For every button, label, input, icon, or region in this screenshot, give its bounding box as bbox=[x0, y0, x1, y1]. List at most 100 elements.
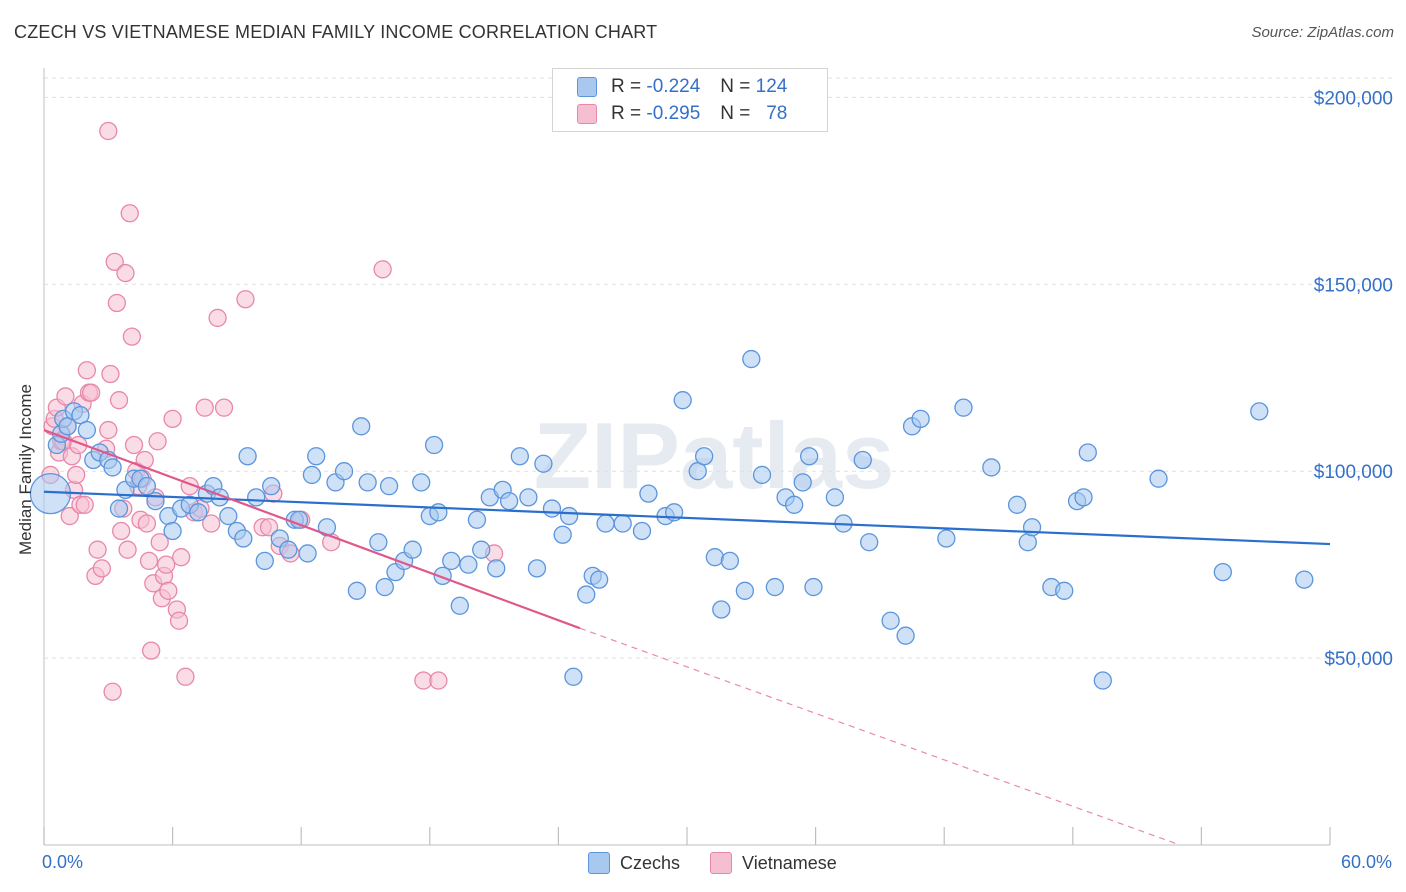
vietnamese-n-value: 78 bbox=[766, 103, 788, 124]
czechs-trendline bbox=[43, 490, 1331, 546]
czechs-point bbox=[1213, 562, 1232, 582]
x-tick-max: 60.0% bbox=[1340, 852, 1392, 872]
czechs-point bbox=[137, 476, 157, 496]
vietnamese-point bbox=[214, 398, 234, 417]
chart-title: CZECH VS VIETNAMESE MEDIAN FAMILY INCOME… bbox=[14, 22, 658, 42]
vietnamese-point bbox=[163, 409, 182, 429]
czechs-point bbox=[487, 559, 506, 578]
czechs-point bbox=[307, 447, 326, 466]
vietnamese-point bbox=[429, 671, 448, 690]
czechs-legend-swatch bbox=[588, 852, 610, 874]
czechs-point bbox=[247, 488, 266, 507]
vietnamese-points bbox=[41, 121, 504, 701]
czechs-point bbox=[954, 398, 973, 417]
czechs-point bbox=[800, 447, 819, 466]
czechs-point bbox=[379, 476, 399, 496]
czechs-point bbox=[442, 551, 461, 571]
czechs-point bbox=[577, 585, 596, 604]
vietnamese-legend-label: Vietnamese bbox=[742, 852, 837, 873]
y-tick-label: $50,000 bbox=[1324, 649, 1393, 670]
czechs-point bbox=[1250, 402, 1269, 421]
vietnamese-point bbox=[373, 260, 392, 279]
czechs-point bbox=[1074, 488, 1093, 507]
czechs-r-label: R = bbox=[611, 76, 642, 97]
source-credit: Source: ZipAtlas.com bbox=[1251, 24, 1394, 41]
vietnamese-point bbox=[122, 327, 142, 346]
vietnamese-point bbox=[202, 514, 221, 533]
czechs-point bbox=[255, 551, 274, 571]
czechs-point bbox=[860, 533, 879, 552]
vietnamese-point bbox=[99, 121, 118, 141]
vietnamese-trendline bbox=[43, 429, 581, 630]
vietnamese-point bbox=[176, 667, 195, 686]
vietnamese-swatch bbox=[577, 104, 597, 124]
y-axis-label: Median Family Income bbox=[16, 383, 35, 555]
czechs-point bbox=[1055, 581, 1074, 600]
czechs-point bbox=[109, 499, 129, 518]
czechs-point bbox=[673, 391, 692, 410]
czechs-point bbox=[613, 514, 632, 533]
czechs-point bbox=[424, 435, 444, 455]
czechs-point bbox=[793, 473, 812, 492]
vietnamese-point bbox=[150, 533, 169, 552]
czechs-point bbox=[347, 581, 367, 600]
czechs-point bbox=[163, 521, 182, 541]
czechs-point bbox=[1093, 671, 1112, 690]
czechs-swatch bbox=[577, 77, 597, 97]
czechs-point bbox=[853, 450, 872, 470]
czechs-point bbox=[262, 476, 281, 496]
trend-layer bbox=[43, 429, 1331, 846]
vietnamese-point bbox=[195, 398, 214, 417]
vietnamese-point bbox=[101, 364, 120, 384]
vietnamese-point bbox=[109, 391, 129, 410]
czechs-point bbox=[527, 559, 547, 578]
czechs-point bbox=[712, 600, 731, 619]
czechs-n-label: N = bbox=[720, 76, 751, 97]
czechs-point bbox=[742, 349, 761, 369]
czechs-r-value: -0.224 bbox=[646, 76, 701, 97]
czechs-point bbox=[982, 458, 1001, 477]
vietnamese-point bbox=[103, 682, 122, 701]
czechs-point bbox=[375, 577, 394, 597]
czechs-point bbox=[279, 540, 298, 559]
czechs-point bbox=[352, 417, 371, 436]
czechs-point bbox=[735, 581, 755, 600]
czechs-point bbox=[632, 521, 652, 541]
czechs-point bbox=[694, 447, 714, 466]
czechs-point bbox=[519, 488, 538, 507]
czechs-point bbox=[467, 510, 487, 529]
vietnamese-trendline-extension bbox=[579, 627, 1181, 846]
axis-layer bbox=[43, 68, 1331, 846]
vietnamese-point bbox=[120, 204, 139, 223]
vietnamese-r-value: -0.295 bbox=[646, 103, 701, 124]
czechs-point bbox=[499, 491, 519, 511]
vietnamese-point bbox=[236, 290, 255, 309]
czechs-point bbox=[472, 540, 491, 559]
czechs-point bbox=[412, 473, 431, 492]
vietnamese-point bbox=[92, 559, 112, 578]
y-tick-labels: $50,000 $100,000 $150,000 $200,000 bbox=[1314, 88, 1393, 670]
vietnamese-point bbox=[148, 432, 167, 451]
vietnamese-legend-swatch bbox=[710, 852, 733, 874]
czechs-point bbox=[450, 596, 469, 615]
legend-row-vietnamese: R = -0.295 N = 78 bbox=[577, 102, 787, 126]
czechs-point bbox=[1007, 495, 1027, 514]
vietnamese-n-label: N = bbox=[720, 103, 751, 124]
vietnamese-point bbox=[56, 387, 75, 406]
czechs-point bbox=[77, 420, 97, 440]
czechs-point bbox=[189, 503, 208, 522]
vietnamese-point bbox=[77, 361, 97, 380]
vietnamese-point bbox=[107, 293, 127, 313]
czechs-point bbox=[298, 544, 317, 563]
czechs-point bbox=[403, 540, 422, 559]
vietnamese-point bbox=[82, 383, 101, 402]
vietnamese-point bbox=[99, 420, 118, 440]
czechs-n-value: 124 bbox=[755, 76, 788, 97]
czechs-points bbox=[29, 349, 1314, 690]
vietnamese-point bbox=[157, 555, 176, 574]
czechs-point bbox=[553, 525, 572, 544]
czechs-point bbox=[705, 548, 725, 567]
czechs-point bbox=[234, 529, 253, 548]
czechs-legend-label: Czechs bbox=[620, 852, 681, 873]
